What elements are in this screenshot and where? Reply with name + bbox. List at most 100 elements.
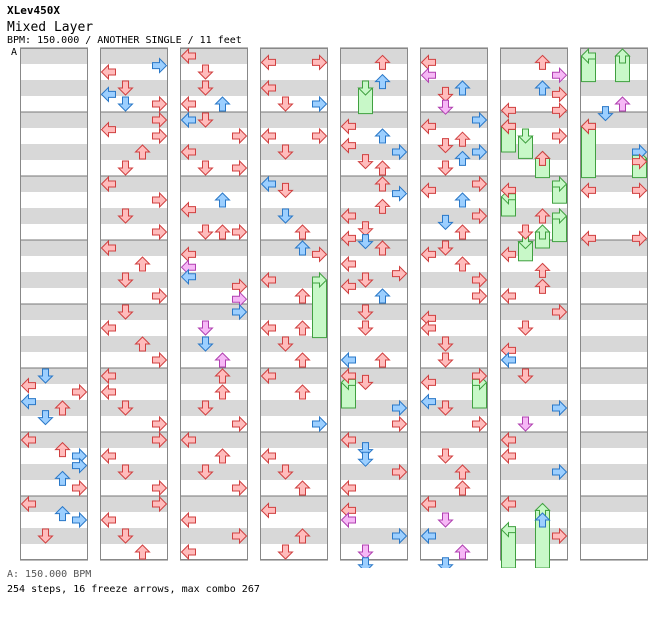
right-arrow-red <box>72 383 88 401</box>
up-arrow-red <box>374 198 391 214</box>
beat-stripe <box>100 480 168 496</box>
left-arrow-red <box>500 431 516 449</box>
beat-stripe <box>180 416 248 432</box>
beat-stripe <box>500 160 568 176</box>
beat-stripe <box>260 464 328 480</box>
right-arrow-red <box>552 86 568 103</box>
left-arrow-red <box>340 118 356 135</box>
beat-stripe <box>580 96 648 112</box>
right-arrow-red <box>232 127 248 145</box>
left-arrow-red <box>180 143 196 161</box>
chart-info: BPM: 150.000 / ANOTHER SINGLE / 11 feet <box>7 35 242 46</box>
down-arrow-red <box>437 352 454 368</box>
beat-stripe <box>180 176 248 192</box>
left-arrow-red <box>180 201 196 218</box>
right-arrow-red <box>152 351 168 369</box>
freeze-head <box>580 47 596 65</box>
beat-stripe <box>100 96 168 112</box>
beat-stripe <box>580 256 648 272</box>
beat-stripe <box>260 352 328 368</box>
up-arrow-blue <box>454 150 471 166</box>
beat-stripe <box>20 160 88 176</box>
beat-stripe <box>580 528 648 544</box>
beat-stripe <box>180 112 248 128</box>
beat-stripe <box>580 480 648 496</box>
right-arrow-red <box>472 175 488 193</box>
freeze-arrow <box>580 47 596 83</box>
down-arrow-red <box>437 240 454 256</box>
left-arrow-red <box>340 431 356 449</box>
beat-stripe <box>580 112 648 128</box>
beat-stripe <box>180 128 248 144</box>
column-border <box>100 48 168 560</box>
down-arrow-red <box>437 448 454 464</box>
beat-stripe <box>580 432 648 448</box>
beat-stripe <box>260 448 328 464</box>
beat-stripe <box>100 320 168 336</box>
left-arrow-red <box>420 182 436 199</box>
right-arrow-red <box>232 527 248 545</box>
song-title: Mixed Layer <box>7 20 94 35</box>
left-arrow-red <box>20 495 36 513</box>
up-arrow-red <box>374 240 391 256</box>
up-arrow-red <box>214 448 231 464</box>
beat-stripe <box>500 352 568 368</box>
beat-stripe <box>180 144 248 160</box>
up-arrow-blue <box>534 80 551 96</box>
bpm-legend: A: 150.000 BPM <box>7 569 92 580</box>
down-arrow-red <box>197 224 214 240</box>
right-arrow-red <box>152 111 168 129</box>
beat-stripe <box>340 496 408 512</box>
beat-stripe <box>420 352 488 368</box>
left-arrow-red <box>420 118 436 135</box>
beat-stripe <box>260 304 328 320</box>
up-arrow-blue <box>54 505 71 522</box>
beat-stripe <box>420 384 488 400</box>
beat-stripe <box>580 400 648 416</box>
beat-stripe <box>20 112 88 128</box>
right-arrow-red <box>472 271 488 289</box>
down-arrow-pink <box>437 512 454 528</box>
down-arrow-red <box>357 320 374 336</box>
left-arrow-blue <box>260 175 276 193</box>
beat-stripe <box>260 336 328 352</box>
beat-stripe <box>100 368 168 384</box>
beat-stripe <box>580 48 648 64</box>
beat-stripe <box>580 64 648 80</box>
up-arrow-red <box>214 384 231 400</box>
chart-column <box>340 47 408 561</box>
up-arrow-red <box>454 224 471 240</box>
down-arrow-red <box>197 112 214 128</box>
down-arrow-red <box>197 64 214 80</box>
beat-stripe <box>180 352 248 368</box>
beat-stripe <box>180 528 248 544</box>
down-arrow-red <box>117 528 134 544</box>
down-arrow-red <box>277 96 294 112</box>
beat-stripe <box>500 304 568 320</box>
left-arrow-red <box>100 121 116 138</box>
right-arrow-blue <box>552 399 568 417</box>
chart-site-title: XLev450X <box>7 4 60 17</box>
beat-stripe <box>260 128 328 144</box>
beat-stripe <box>260 320 328 336</box>
freeze-arrow <box>552 175 568 204</box>
up-arrow-red <box>214 224 231 240</box>
left-arrow-red <box>500 102 516 119</box>
beat-stripe <box>20 336 88 352</box>
beat-stripe <box>20 192 88 208</box>
beat-stripe <box>340 368 408 384</box>
column-border <box>500 48 568 560</box>
beat-stripe <box>20 128 88 144</box>
down-arrow-pink <box>197 320 214 336</box>
freeze-head <box>357 80 374 96</box>
beat-stripe <box>340 256 408 272</box>
freeze-arrow <box>500 521 516 568</box>
right-arrow-red <box>392 265 408 282</box>
beat-stripe <box>340 432 408 448</box>
beat-stripe <box>100 272 168 288</box>
right-arrow-red <box>632 230 648 247</box>
beat-stripe <box>20 176 88 192</box>
left-arrow-red <box>260 271 276 289</box>
right-arrow-red <box>552 527 568 545</box>
up-arrow-red <box>374 176 391 192</box>
